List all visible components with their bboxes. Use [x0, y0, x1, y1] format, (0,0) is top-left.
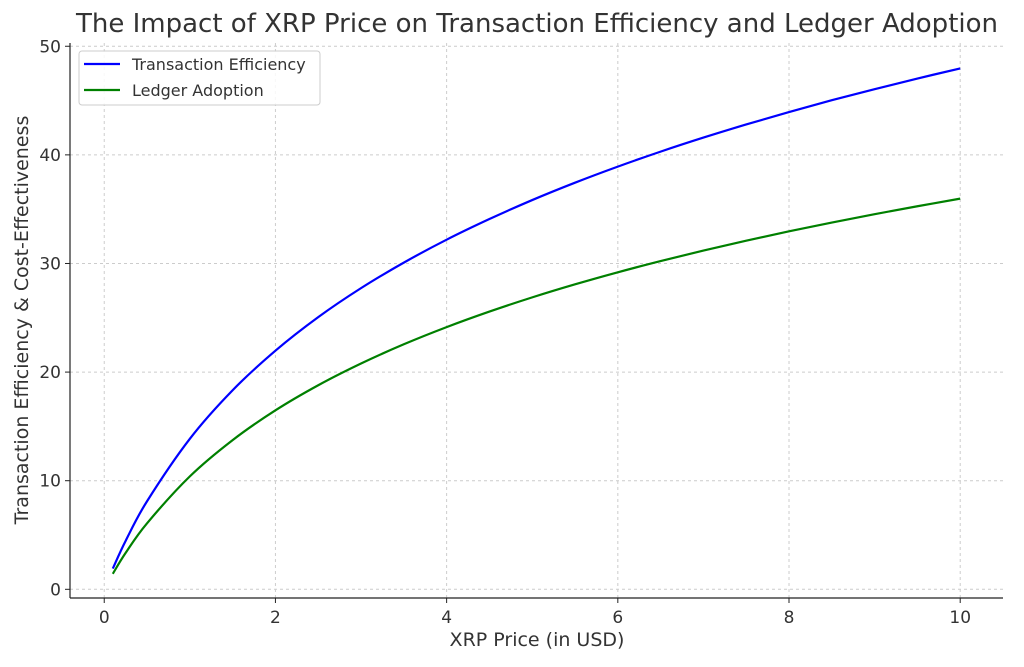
x-tick-label: 6	[612, 608, 623, 628]
y-tick-label: 20	[39, 363, 61, 383]
x-axis-label: XRP Price (in USD)	[450, 629, 625, 651]
x-tick-label: 0	[99, 608, 110, 628]
x-tick-label: 10	[949, 608, 971, 628]
legend-box	[78, 50, 321, 106]
axes	[69, 43, 1003, 599]
ticks: 0 2 4 6 8 10 0 10 20 30 40 50	[39, 37, 971, 628]
y-tick-label: 30	[39, 254, 61, 274]
legend: Transaction Efficiency Ledger Adoption	[78, 50, 321, 106]
y-tick-label: 40	[39, 146, 61, 166]
legend-label-ledger-adoption: Ledger Adoption	[132, 81, 264, 100]
series-lines	[111, 67, 961, 575]
x-tick-label: 8	[784, 608, 795, 628]
chart-title: The Impact of XRP Price on Transaction E…	[75, 9, 998, 39]
grid	[70, 43, 1003, 598]
y-axis-label: Transaction Efficiency & Cost-Effectiven…	[11, 116, 33, 526]
y-tick-label: 0	[50, 580, 61, 600]
y-tick-label: 50	[39, 37, 61, 57]
x-tick-label: 4	[441, 608, 452, 628]
series-line-ledger-adoption	[111, 197, 961, 575]
x-tick-label: 2	[270, 608, 281, 628]
y-tick-label: 10	[39, 472, 61, 492]
series-line-transaction-efficiency	[111, 67, 961, 570]
legend-label-transaction-efficiency: Transaction Efficiency	[131, 55, 306, 74]
